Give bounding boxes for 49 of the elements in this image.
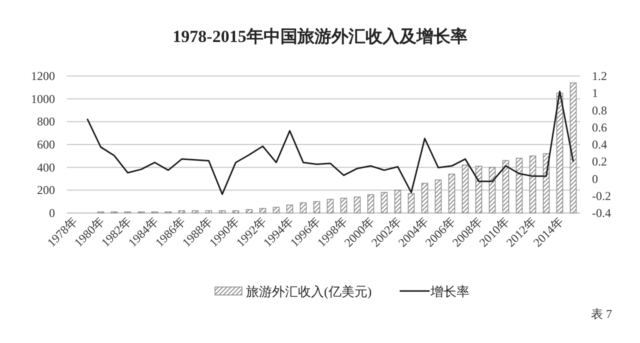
y2-tick-label: 1.2: [592, 69, 607, 83]
y-tick-label: 600: [37, 138, 55, 152]
bar: [272, 206, 280, 214]
bar: [218, 210, 226, 214]
legend-label: 增长率: [430, 284, 470, 299]
bar: [340, 198, 348, 214]
legend-label: 旅游外汇收入(亿美元): [246, 284, 372, 299]
bar: [313, 201, 320, 214]
y2-tick-label: 1: [592, 86, 598, 100]
y-tick-label: 0: [49, 206, 55, 220]
y-tick-label: 1000: [31, 92, 55, 106]
text: 表 7: [591, 307, 612, 321]
bar: [434, 179, 442, 214]
y-tick-label: 200: [37, 183, 55, 198]
bar: [178, 210, 186, 214]
bar: [326, 198, 334, 214]
bar: [488, 166, 496, 214]
y2-tick-label: 0.4: [592, 138, 607, 152]
bar: [516, 158, 523, 214]
bar: [462, 164, 469, 214]
y2-tick-label: 0.2: [592, 154, 607, 169]
bar: [246, 209, 253, 214]
y2-tick-label: 0.6: [592, 120, 607, 134]
bar: [286, 204, 294, 214]
y2-tick-label: -0.4: [592, 206, 611, 220]
bar: [408, 193, 415, 214]
bar: [475, 166, 482, 214]
bar: [259, 208, 266, 214]
bar: [529, 156, 536, 214]
bar: [380, 192, 388, 214]
bar: [448, 174, 456, 214]
y2-tick-label: 0: [592, 172, 598, 186]
bar: [421, 182, 428, 214]
bar: [192, 210, 199, 214]
bar: [502, 160, 510, 214]
y2-tick-label: -0.2: [592, 188, 611, 203]
bar: [354, 196, 361, 214]
chart-title: 1978-2015年中国旅游外汇收入及增长率: [172, 27, 468, 46]
bar: [394, 190, 402, 214]
bar: [367, 194, 374, 214]
y-tick-label: 400: [37, 160, 55, 174]
y-tick-label: 1200: [31, 69, 55, 83]
y2-tick-label: 0.8: [592, 103, 607, 118]
bar: [300, 202, 307, 214]
bar: [205, 210, 212, 214]
bar: [570, 82, 577, 214]
bar: [556, 92, 564, 214]
bar: [232, 210, 240, 214]
y-tick-label: 800: [37, 114, 55, 129]
